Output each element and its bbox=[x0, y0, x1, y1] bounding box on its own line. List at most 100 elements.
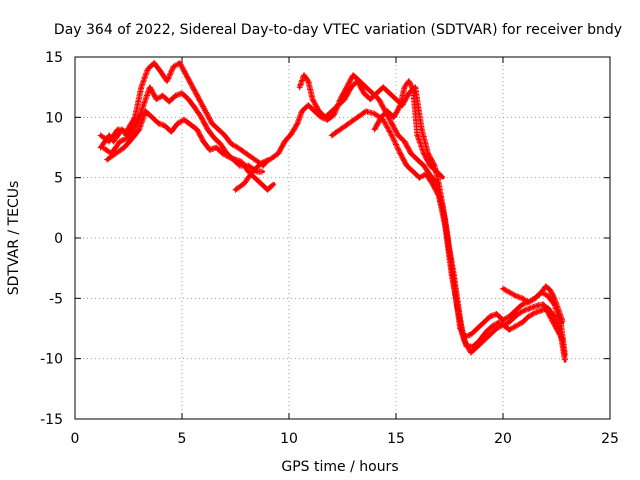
data-point bbox=[516, 312, 520, 316]
data-point bbox=[234, 158, 237, 162]
data-point bbox=[139, 85, 143, 89]
data-point bbox=[490, 324, 494, 328]
data-point bbox=[463, 339, 466, 343]
data-point bbox=[146, 67, 150, 71]
y-tick-label: -10 bbox=[40, 352, 63, 368]
data-point bbox=[219, 142, 222, 146]
data-point bbox=[542, 302, 546, 306]
data-point bbox=[495, 312, 499, 316]
data-point bbox=[210, 121, 214, 125]
y-axis-label: SDTVAR / TECUs bbox=[6, 181, 22, 296]
data-point bbox=[298, 85, 302, 89]
data-point bbox=[507, 328, 511, 332]
data-point bbox=[475, 327, 479, 330]
data-point bbox=[390, 133, 394, 137]
x-tick-label: 25 bbox=[601, 431, 619, 447]
data-point bbox=[520, 302, 524, 306]
data-point bbox=[443, 224, 447, 228]
data-point bbox=[148, 85, 152, 89]
data-point bbox=[441, 176, 445, 180]
x-tick-label: 10 bbox=[280, 431, 298, 447]
data-point bbox=[514, 294, 518, 298]
data-point bbox=[133, 121, 137, 125]
data-point bbox=[244, 152, 248, 155]
y-tick-label: 15 bbox=[45, 50, 63, 66]
data-point bbox=[251, 170, 255, 174]
series-track-i bbox=[97, 115, 142, 151]
data-point bbox=[167, 100, 171, 104]
x-tick-label: 0 bbox=[71, 431, 80, 447]
data-point bbox=[351, 73, 355, 77]
x-tick-label: 5 bbox=[178, 431, 187, 447]
data-point bbox=[546, 306, 550, 310]
data-point bbox=[122, 146, 126, 149]
data-point bbox=[418, 176, 421, 180]
data-point bbox=[377, 97, 381, 101]
data-point bbox=[105, 158, 109, 162]
data-point bbox=[195, 127, 199, 131]
data-point bbox=[332, 113, 336, 117]
data-point bbox=[469, 333, 473, 336]
data-point bbox=[193, 106, 197, 110]
data-point bbox=[144, 109, 148, 113]
data-point bbox=[99, 133, 103, 137]
data-point bbox=[131, 136, 135, 140]
data-point bbox=[306, 79, 310, 83]
data-point bbox=[529, 306, 533, 310]
data-point bbox=[552, 314, 556, 318]
data-point bbox=[197, 97, 201, 101]
y-tick-label: -15 bbox=[40, 412, 63, 428]
data-point bbox=[118, 140, 122, 143]
data-point bbox=[242, 182, 246, 186]
data-point bbox=[540, 290, 543, 294]
data-point bbox=[212, 136, 216, 140]
data-point bbox=[163, 124, 167, 128]
data-point bbox=[154, 97, 158, 101]
data-point bbox=[407, 79, 411, 83]
data-point bbox=[116, 133, 120, 137]
data-point bbox=[221, 152, 225, 155]
data-point bbox=[349, 85, 353, 89]
series-track-g bbox=[371, 78, 445, 180]
data-point bbox=[535, 304, 539, 308]
data-point bbox=[142, 103, 145, 107]
data-point bbox=[330, 133, 334, 137]
data-point bbox=[482, 339, 486, 343]
data-point bbox=[501, 287, 505, 291]
data-point bbox=[137, 115, 141, 119]
data-point bbox=[364, 109, 368, 113]
data-point bbox=[561, 321, 565, 324]
data-point bbox=[300, 109, 304, 113]
data-point bbox=[456, 308, 460, 312]
data-point bbox=[343, 97, 347, 101]
y-tick-label: 10 bbox=[45, 110, 63, 126]
data-point bbox=[161, 94, 165, 98]
data-point bbox=[385, 109, 389, 113]
data-point bbox=[514, 308, 518, 312]
data-point bbox=[272, 182, 276, 186]
data-point bbox=[373, 112, 377, 116]
data-point bbox=[347, 121, 351, 125]
data-point bbox=[388, 91, 392, 95]
data-point bbox=[557, 308, 561, 312]
y-tick-label: 0 bbox=[54, 231, 63, 247]
data-point bbox=[415, 133, 419, 137]
data-point bbox=[120, 127, 124, 131]
data-point bbox=[261, 170, 265, 174]
data-point bbox=[422, 152, 426, 155]
data-point bbox=[178, 61, 182, 65]
data-point bbox=[259, 161, 263, 165]
data-point bbox=[214, 146, 218, 149]
data-point bbox=[420, 127, 424, 131]
data-point bbox=[124, 133, 128, 137]
data-point bbox=[289, 132, 293, 136]
data-point bbox=[311, 97, 314, 101]
data-point bbox=[338, 127, 342, 131]
data-point bbox=[373, 127, 377, 131]
data-point bbox=[548, 288, 552, 292]
data-point bbox=[398, 103, 402, 107]
data-point bbox=[107, 133, 111, 137]
data-point bbox=[362, 91, 366, 95]
data-point bbox=[514, 324, 518, 328]
